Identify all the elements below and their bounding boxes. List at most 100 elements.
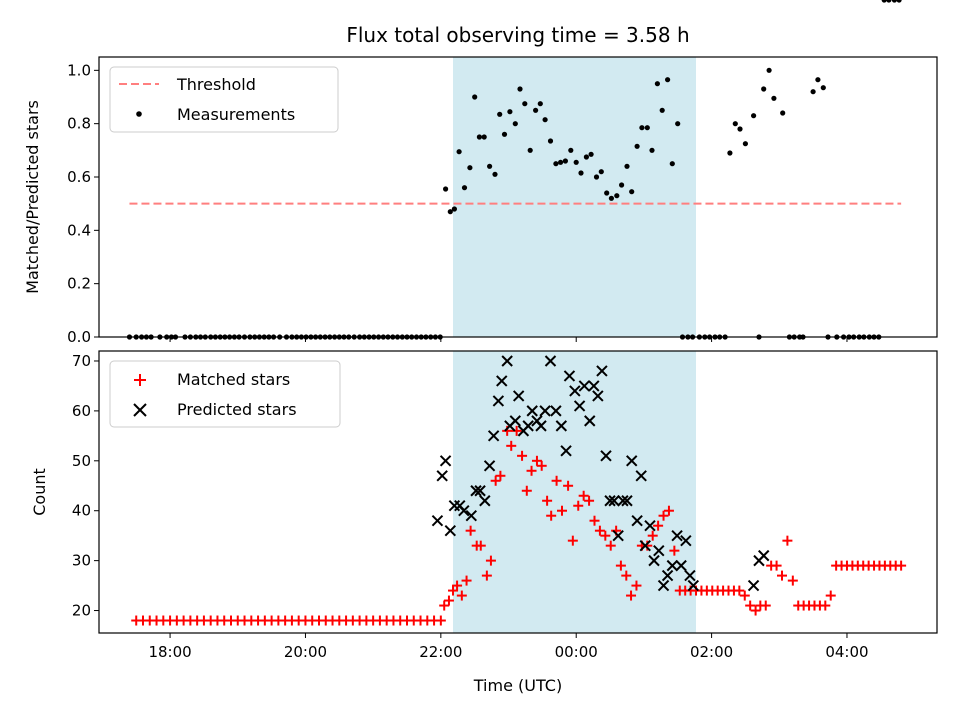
count-y-axis-label: Count [30, 468, 49, 516]
observing-window-shade-bottom [453, 351, 696, 633]
matched-star-point [443, 595, 454, 606]
measurement-point [467, 165, 473, 171]
measurement-point [451, 206, 457, 212]
measurement-point [542, 117, 548, 123]
predicted-star-point [675, 559, 687, 572]
predicted-star-point [584, 415, 596, 427]
matched-star-point [475, 540, 486, 551]
matched-star-point [506, 440, 517, 451]
measurement-point [771, 95, 777, 101]
measurement-point [820, 85, 826, 91]
matched-star-point [750, 605, 761, 616]
x-tick-label: 00:00 [555, 643, 598, 661]
ratio-y-axis-ticks: 0.0 0.2 0.4 0.6 0.8 1.0 [67, 61, 99, 346]
measurement-point [675, 121, 681, 127]
matched-star-point [435, 615, 446, 626]
measurement-point [727, 150, 733, 156]
predicted-star-point [501, 355, 513, 367]
ratio-y-tick-label: 0.6 [67, 168, 91, 186]
matched-star-point [521, 485, 532, 496]
predicted-star-point [560, 445, 572, 457]
measurement-point [583, 154, 590, 160]
predicted-star-point [458, 505, 470, 517]
matched-legend-label: Matched stars [177, 370, 290, 389]
predicted-star-point [657, 579, 670, 592]
matched-star-point [820, 600, 831, 611]
measurement-point [527, 147, 533, 153]
ratio-x-axis-ticks [169, 337, 848, 342]
predicted-star-point [526, 405, 538, 417]
matched-star-point [573, 500, 584, 511]
matched-star-point [465, 525, 476, 536]
x-tick-label: 04:00 [825, 643, 868, 661]
count-y-tick-label: 20 [72, 602, 91, 620]
measurement-point [669, 161, 675, 167]
matched-star-point [605, 540, 616, 551]
count-x-axis-ticks: 18:00 20:00 22:00 00:00 02:00 04:00 [148, 633, 869, 661]
count-y-axis-ticks: 20 30 40 50 60 70 [72, 352, 99, 620]
ratio-marks [126, 0, 902, 340]
matched-star-point [439, 600, 450, 611]
measurement-point [886, 0, 892, 3]
measurement-point [517, 86, 523, 92]
count-panel-frame [98, 350, 938, 634]
predicted-star-point [617, 495, 629, 507]
measurements-legend-label: Measurements [177, 105, 295, 124]
predicted-star-point [465, 510, 478, 522]
matched-star-point [600, 530, 611, 541]
measurement-point [507, 109, 513, 115]
matched-star-point [511, 425, 522, 436]
matched-star-point [594, 525, 605, 536]
matched-star-point [490, 475, 501, 486]
predicted-star-point [569, 385, 581, 397]
predicted-star-point [492, 395, 505, 407]
predicted-star-point [509, 415, 521, 427]
predicted-star-point [512, 390, 525, 402]
measurement-point [766, 67, 772, 73]
predicted-star-point [604, 495, 616, 507]
matched-star-point [631, 580, 642, 591]
matched-star-point [526, 465, 537, 476]
matched-star-point [621, 570, 632, 581]
predicted-star-point [444, 524, 457, 537]
predicted-star-point [644, 519, 656, 532]
measurement-point [533, 107, 539, 113]
predicted-star-point [596, 365, 608, 377]
matched-star-point [556, 505, 567, 516]
matched-star-point [481, 570, 492, 581]
threshold-legend-label: Threshold [176, 75, 256, 94]
matched-star-point [531, 455, 542, 466]
predicted-star-point [555, 420, 568, 432]
matched-legend-swatch [134, 374, 146, 386]
predicted-star-point [626, 455, 638, 467]
matched-star-point [485, 555, 496, 566]
measurement-point [481, 134, 487, 140]
predicted-star-point [687, 579, 700, 592]
predicted-star-point [600, 450, 612, 462]
ratio-y-tick-label: 0.2 [67, 275, 91, 293]
matched-star-point [896, 560, 907, 571]
count-y-tick-label: 60 [72, 402, 91, 420]
measurement-point [512, 121, 518, 127]
measurement-point [443, 186, 449, 192]
measurement-point [608, 195, 615, 201]
ratio-y-tick-label: 0.8 [67, 115, 91, 133]
predicted-star-point [653, 544, 665, 557]
matched-star-point [745, 600, 756, 611]
matched-star-point [771, 560, 782, 571]
measurement-point [456, 149, 462, 155]
measurement-point [614, 193, 620, 199]
measurement-point [891, 0, 897, 3]
measurement-point [604, 190, 610, 196]
predicted-star-point [635, 470, 647, 482]
predicted-star-point [612, 529, 624, 542]
predicted-star-point [592, 390, 604, 402]
predicted-star-point [470, 485, 482, 497]
chart-title: Flux total observing time = 3.58 h [346, 23, 689, 47]
predicted-star-point [758, 549, 770, 562]
matched-star-point [452, 580, 463, 591]
measurement-point [761, 86, 767, 92]
measurement-point [472, 94, 478, 100]
matched-star-point [536, 460, 547, 471]
matched-star-point [461, 575, 472, 586]
